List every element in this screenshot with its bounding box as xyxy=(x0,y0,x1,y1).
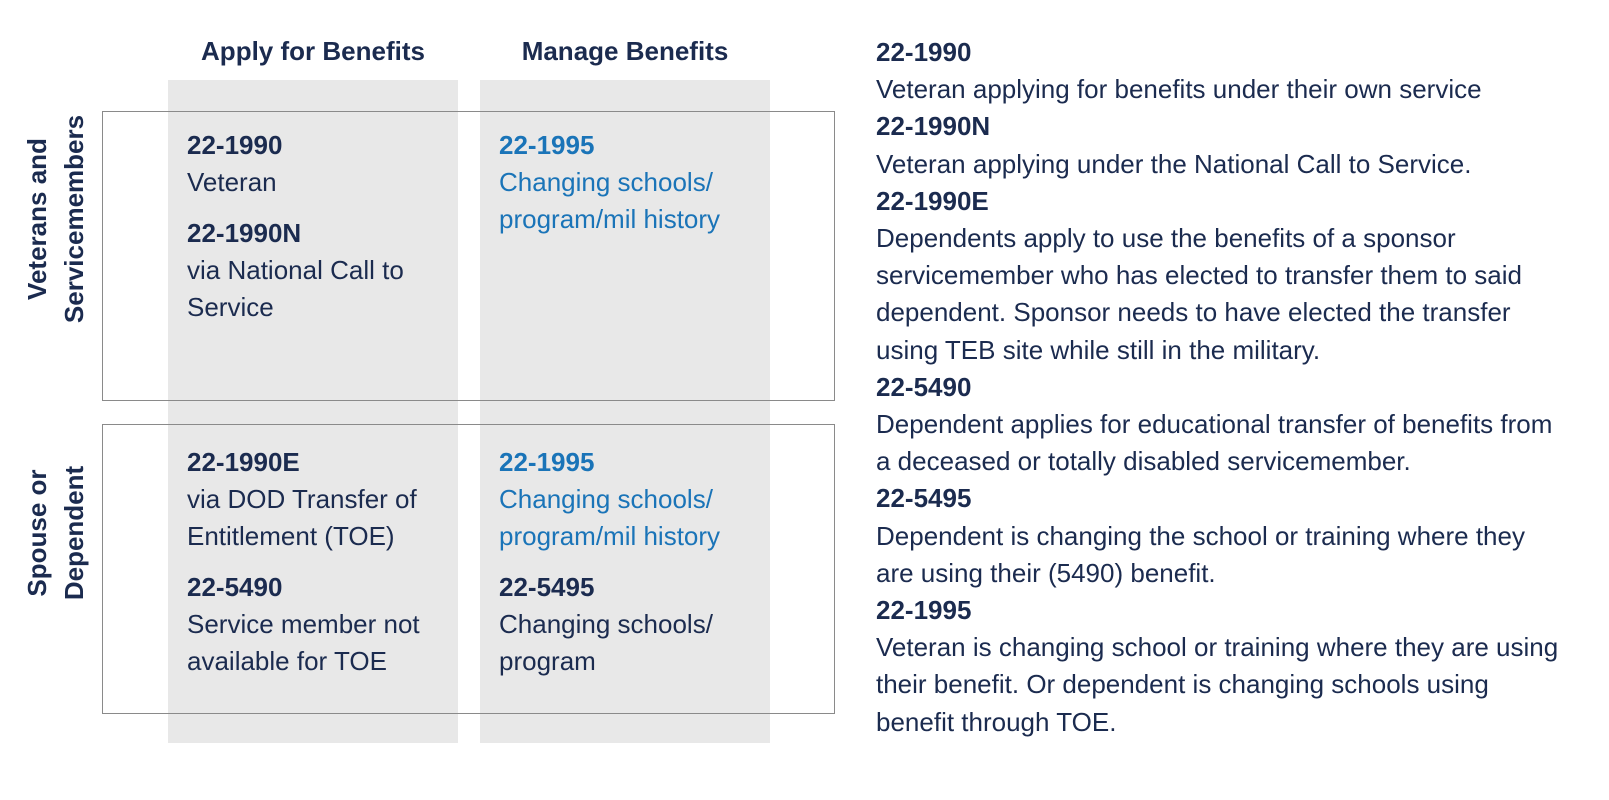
form-code: 22-5495 xyxy=(499,572,595,602)
legend-code: 22-1990 xyxy=(876,37,972,67)
form-code: 22-1990E xyxy=(187,447,300,477)
apply-column-background xyxy=(168,80,458,743)
manage-column-background xyxy=(480,80,770,743)
form-entry: 22-5490 Service member not available for… xyxy=(187,569,459,680)
veterans-row-label: Veterans and Servicemembers xyxy=(19,69,93,369)
form-entry: 22-1990E via DOD Transfer of Entitlement… xyxy=(187,444,459,555)
form-entry: 22-1990N via National Call to Service xyxy=(187,215,459,326)
form-code: 22-5490 xyxy=(187,572,283,602)
legend-code: 22-1990N xyxy=(876,111,991,142)
legend-code: 22-1990E xyxy=(876,185,989,216)
form-description: Veteran xyxy=(187,167,277,197)
dependents-group-box xyxy=(102,424,835,714)
form-code: 22-1990 xyxy=(187,130,283,160)
form-entry: 22-1995 Changing schools/ program/mil hi… xyxy=(499,127,771,238)
form-code: 22-1990N xyxy=(187,218,302,248)
form-code: 22-1995 xyxy=(499,447,595,477)
legend-code: 22-5495 xyxy=(876,483,972,514)
dependents-row-label-line1: Spouse or xyxy=(22,469,52,597)
legend-description: Veteran applying under the National Call… xyxy=(876,148,1472,179)
legend-description: Dependent is changing the school or trai… xyxy=(876,520,1525,588)
veterans-group-box xyxy=(102,111,835,401)
form-description: Changing schools/ program/mil history xyxy=(499,484,721,551)
legend-description: Dependents apply to use the benefits of … xyxy=(876,223,1522,365)
veterans-manage-cell: 22-1995 Changing schools/ program/mil hi… xyxy=(499,127,771,252)
legend-description: Veteran applying for benefits under thei… xyxy=(876,74,1482,105)
form-entry: 22-5495 Changing schools/ program xyxy=(499,569,771,680)
veterans-apply-cell: 22-1990 Veteran 22-1990N via National Ca… xyxy=(187,127,459,340)
legend-description: Dependent applies for educational transf… xyxy=(876,409,1553,477)
veterans-row-label-line2: Servicemembers xyxy=(59,114,89,324)
legend-description: Veteran is changing school or training w… xyxy=(876,632,1559,737)
manage-column-header: Manage Benefits xyxy=(521,36,729,66)
form-legend: 22-1990 Veteran applying for benefits un… xyxy=(876,34,1566,741)
form-description: Changing schools/ program xyxy=(499,609,713,676)
legend-code: 22-1995 xyxy=(876,595,972,626)
form-description: via National Call to Service xyxy=(187,255,404,322)
form-description: via DOD Transfer of Entitlement (TOE) xyxy=(187,484,417,551)
dependents-apply-cell: 22-1990E via DOD Transfer of Entitlement… xyxy=(187,444,459,694)
form-code: 22-1995 xyxy=(499,130,595,160)
form-entry: 22-1995 Changing schools/ program/mil hi… xyxy=(499,444,771,555)
dependents-manage-cell: 22-1995 Changing schools/ program/mil hi… xyxy=(499,444,771,694)
apply-column-header: Apply for Benefits xyxy=(201,36,425,66)
form-description: Service member not available for TOE xyxy=(187,609,420,676)
form-entry: 22-1990 Veteran xyxy=(187,127,459,201)
veterans-row-label-line1: Veterans and xyxy=(22,138,52,300)
dependents-row-label-line2: Dependent xyxy=(59,465,89,601)
dependents-row-label: Spouse or Dependent xyxy=(19,383,93,683)
form-description: Changing schools/ program/mil history xyxy=(499,167,721,234)
legend-code: 22-5490 xyxy=(876,371,972,402)
